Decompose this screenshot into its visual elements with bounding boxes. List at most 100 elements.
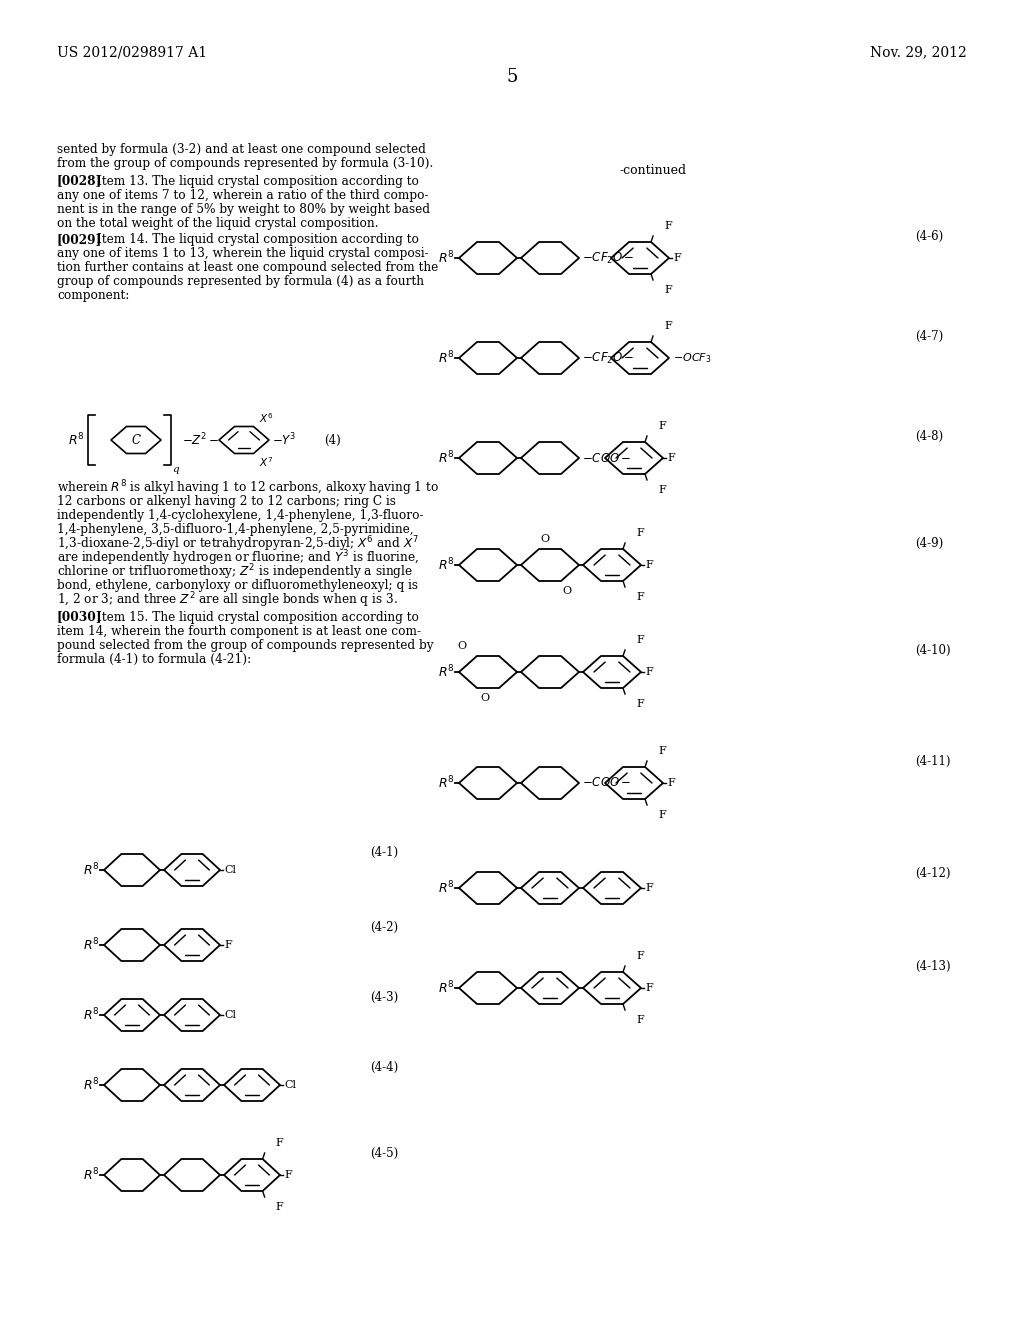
Text: F: F bbox=[636, 950, 644, 961]
Text: any one of items 1 to 13, wherein the liquid crystal composi-: any one of items 1 to 13, wherein the li… bbox=[57, 248, 429, 260]
Text: are independently hydrogen or fluorine; and $Y^3$ is fluorine,: are independently hydrogen or fluorine; … bbox=[57, 548, 419, 568]
Text: (4-4): (4-4) bbox=[370, 1060, 398, 1073]
Text: $R^8$: $R^8$ bbox=[438, 450, 455, 466]
Text: [0030]: [0030] bbox=[57, 610, 102, 623]
Text: Cl: Cl bbox=[224, 865, 236, 875]
Text: F: F bbox=[224, 940, 231, 950]
Text: $-Z^2-$: $-Z^2-$ bbox=[182, 432, 219, 449]
Text: Cl: Cl bbox=[224, 1010, 236, 1020]
Text: $X^7$: $X^7$ bbox=[259, 455, 273, 469]
Text: (4-9): (4-9) bbox=[915, 536, 943, 549]
Text: $R^8$: $R^8$ bbox=[69, 432, 85, 449]
Text: 5: 5 bbox=[506, 69, 518, 86]
Text: 12 carbons or alkenyl having 2 to 12 carbons; ring C is: 12 carbons or alkenyl having 2 to 12 car… bbox=[57, 495, 396, 508]
Text: any one of items 7 to 12, wherein a ratio of the third compo-: any one of items 7 to 12, wherein a rati… bbox=[57, 189, 428, 202]
Text: F: F bbox=[636, 1015, 644, 1026]
Text: [0028]: [0028] bbox=[57, 174, 102, 187]
Text: F: F bbox=[667, 777, 675, 788]
Text: (4-5): (4-5) bbox=[370, 1147, 398, 1159]
Text: C: C bbox=[131, 433, 140, 446]
Text: $-CF_2O-$: $-CF_2O-$ bbox=[582, 251, 635, 265]
Text: $-COO-$: $-COO-$ bbox=[582, 451, 632, 465]
Text: F: F bbox=[664, 321, 672, 331]
Text: F: F bbox=[636, 635, 644, 645]
Text: (4-13): (4-13) bbox=[915, 960, 950, 973]
Text: $R^8$: $R^8$ bbox=[438, 664, 455, 680]
Text: F: F bbox=[658, 421, 666, 432]
Text: F: F bbox=[667, 453, 675, 463]
Text: Item 14. The liquid crystal composition according to: Item 14. The liquid crystal composition … bbox=[97, 234, 419, 247]
Text: formula (4-1) to formula (4-21):: formula (4-1) to formula (4-21): bbox=[57, 652, 251, 665]
Text: F: F bbox=[636, 591, 644, 602]
Text: (4-3): (4-3) bbox=[370, 990, 398, 1003]
Text: $R^8$: $R^8$ bbox=[84, 1077, 100, 1093]
Text: sented by formula (3-2) and at least one compound selected: sented by formula (3-2) and at least one… bbox=[57, 144, 426, 157]
Text: component:: component: bbox=[57, 289, 129, 302]
Text: F: F bbox=[645, 883, 652, 894]
Text: (4-8): (4-8) bbox=[915, 429, 943, 442]
Text: O: O bbox=[458, 642, 467, 651]
Text: (4-2): (4-2) bbox=[370, 920, 398, 933]
Text: (4-1): (4-1) bbox=[370, 846, 398, 858]
Text: (4): (4) bbox=[324, 433, 341, 446]
Text: Item 15. The liquid crystal composition according to: Item 15. The liquid crystal composition … bbox=[97, 610, 419, 623]
Text: 1,3-dioxane-2,5-diyl or tetrahydropyran-2,5-diyl; $X^6$ and $X^7$: 1,3-dioxane-2,5-diyl or tetrahydropyran-… bbox=[57, 535, 419, 554]
Text: $-Y^3$: $-Y^3$ bbox=[272, 432, 296, 449]
Text: group of compounds represented by formula (4) as a fourth: group of compounds represented by formul… bbox=[57, 276, 424, 289]
Text: F: F bbox=[673, 253, 681, 263]
Text: F: F bbox=[275, 1138, 283, 1148]
Text: F: F bbox=[284, 1170, 292, 1180]
Text: [0029]: [0029] bbox=[57, 234, 102, 247]
Text: -continued: -continued bbox=[620, 164, 687, 177]
Text: (4-11): (4-11) bbox=[915, 755, 950, 767]
Text: Nov. 29, 2012: Nov. 29, 2012 bbox=[870, 45, 967, 59]
Text: $R^8$: $R^8$ bbox=[438, 879, 455, 896]
Text: O: O bbox=[562, 586, 571, 597]
Text: $R^8$: $R^8$ bbox=[84, 937, 100, 953]
Text: US 2012/0298917 A1: US 2012/0298917 A1 bbox=[57, 45, 207, 59]
Text: F: F bbox=[664, 220, 672, 231]
Text: on the total weight of the liquid crystal composition.: on the total weight of the liquid crysta… bbox=[57, 216, 379, 230]
Text: 1,4-phenylene, 3,5-difluoro-1,4-phenylene, 2,5-pyrimidine,: 1,4-phenylene, 3,5-difluoro-1,4-phenylen… bbox=[57, 524, 414, 536]
Text: 1, 2 or 3; and three $Z^2$ are all single bonds when q is 3.: 1, 2 or 3; and three $Z^2$ are all singl… bbox=[57, 590, 398, 610]
Text: $R^8$: $R^8$ bbox=[84, 1007, 100, 1023]
Text: F: F bbox=[645, 983, 652, 993]
Text: F: F bbox=[645, 667, 652, 677]
Text: (4-10): (4-10) bbox=[915, 644, 950, 656]
Text: q: q bbox=[172, 466, 178, 474]
Text: Item 13. The liquid crystal composition according to: Item 13. The liquid crystal composition … bbox=[97, 174, 419, 187]
Text: Cl: Cl bbox=[284, 1080, 296, 1090]
Text: $X^6$: $X^6$ bbox=[259, 411, 273, 425]
Text: F: F bbox=[636, 528, 644, 539]
Text: F: F bbox=[275, 1203, 283, 1212]
Text: F: F bbox=[658, 484, 666, 495]
Text: independently 1,4-cyclohexylene, 1,4-phenylene, 1,3-fluoro-: independently 1,4-cyclohexylene, 1,4-phe… bbox=[57, 510, 424, 523]
Text: F: F bbox=[645, 560, 652, 570]
Text: (4-7): (4-7) bbox=[915, 330, 943, 342]
Text: $R^8$: $R^8$ bbox=[438, 557, 455, 573]
Text: from the group of compounds represented by formula (3-10).: from the group of compounds represented … bbox=[57, 157, 433, 170]
Text: item 14, wherein the fourth component is at least one com-: item 14, wherein the fourth component is… bbox=[57, 624, 421, 638]
Text: nent is in the range of 5% by weight to 80% by weight based: nent is in the range of 5% by weight to … bbox=[57, 202, 430, 215]
Text: F: F bbox=[658, 746, 666, 756]
Text: F: F bbox=[658, 810, 666, 820]
Text: $R^8$: $R^8$ bbox=[438, 249, 455, 267]
Text: $R^8$: $R^8$ bbox=[84, 1167, 100, 1183]
Text: $-CF_2O-$: $-CF_2O-$ bbox=[582, 350, 635, 366]
Text: O: O bbox=[540, 535, 549, 544]
Text: F: F bbox=[636, 700, 644, 709]
Text: F: F bbox=[664, 285, 672, 294]
Text: $-COO-$: $-COO-$ bbox=[582, 776, 632, 789]
Text: (4-6): (4-6) bbox=[915, 230, 943, 243]
Text: $R^8$: $R^8$ bbox=[438, 350, 455, 366]
Text: $R^8$: $R^8$ bbox=[438, 979, 455, 997]
Text: (4-12): (4-12) bbox=[915, 866, 950, 879]
Text: $R^8$: $R^8$ bbox=[84, 862, 100, 878]
Text: bond, ethylene, carbonyloxy or difluoromethyleneoxyl; q is: bond, ethylene, carbonyloxy or difluorom… bbox=[57, 579, 418, 593]
Text: $-OCF_3$: $-OCF_3$ bbox=[673, 351, 712, 364]
Text: pound selected from the group of compounds represented by: pound selected from the group of compoun… bbox=[57, 639, 433, 652]
Text: chlorine or trifluoromethoxy; $Z^2$ is independently a single: chlorine or trifluoromethoxy; $Z^2$ is i… bbox=[57, 562, 413, 582]
Text: $R^8$: $R^8$ bbox=[438, 775, 455, 791]
Text: tion further contains at least one compound selected from the: tion further contains at least one compo… bbox=[57, 261, 438, 275]
Text: wherein $R^8$ is alkyl having 1 to 12 carbons, alkoxy having 1 to: wherein $R^8$ is alkyl having 1 to 12 ca… bbox=[57, 478, 439, 498]
